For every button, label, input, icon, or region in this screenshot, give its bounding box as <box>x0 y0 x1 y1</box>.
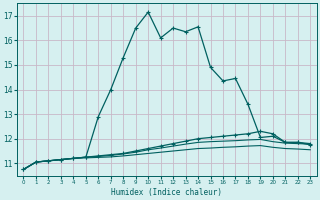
X-axis label: Humidex (Indice chaleur): Humidex (Indice chaleur) <box>111 188 222 197</box>
